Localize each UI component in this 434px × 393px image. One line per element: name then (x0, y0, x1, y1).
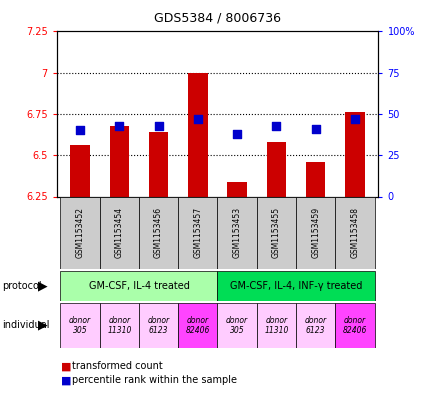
Text: GSM1153457: GSM1153457 (193, 207, 202, 259)
Text: donor
82406: donor 82406 (185, 316, 210, 335)
Point (233, 130, 240, 137)
Text: GDS5384 / 8006736: GDS5384 / 8006736 (154, 12, 280, 25)
Bar (70, 145, 90, 196)
Text: ▶: ▶ (38, 319, 47, 332)
Bar (227, 182, 247, 196)
Text: donor
6123: donor 6123 (147, 316, 169, 335)
FancyBboxPatch shape (256, 303, 295, 348)
Text: donor
82406: donor 82406 (342, 316, 366, 335)
Text: donor
11310: donor 11310 (263, 316, 288, 335)
Point (351, 116, 358, 122)
Bar (109, 125, 129, 196)
FancyBboxPatch shape (335, 303, 374, 348)
Bar (148, 132, 168, 196)
Text: donor
6123: donor 6123 (304, 316, 326, 335)
Bar (187, 73, 207, 196)
Text: donor
305: donor 305 (69, 316, 91, 335)
Text: GSM1153452: GSM1153452 (76, 208, 84, 258)
Text: donor
11310: donor 11310 (107, 316, 131, 335)
Text: percentile rank within the sample: percentile rank within the sample (72, 375, 236, 386)
Text: transformed count: transformed count (72, 361, 162, 371)
Text: GSM1153453: GSM1153453 (232, 207, 241, 259)
Point (155, 122, 162, 129)
FancyBboxPatch shape (295, 303, 335, 348)
Text: GSM1153454: GSM1153454 (115, 207, 124, 259)
Text: GSM1153456: GSM1153456 (154, 207, 163, 259)
FancyBboxPatch shape (60, 303, 99, 348)
FancyBboxPatch shape (60, 196, 99, 269)
FancyBboxPatch shape (178, 303, 217, 348)
Point (76, 127, 83, 134)
FancyBboxPatch shape (217, 303, 256, 348)
Text: individual: individual (2, 320, 49, 330)
FancyBboxPatch shape (60, 271, 217, 301)
Text: donor
305: donor 305 (226, 316, 248, 335)
FancyBboxPatch shape (99, 303, 139, 348)
Point (115, 122, 122, 129)
Text: ▶: ▶ (38, 279, 47, 292)
Text: GM-CSF, IL-4, INF-γ treated: GM-CSF, IL-4, INF-γ treated (229, 281, 362, 291)
Text: GSM1153459: GSM1153459 (310, 207, 319, 259)
Text: GSM1153455: GSM1153455 (271, 207, 280, 259)
Point (272, 122, 279, 129)
FancyBboxPatch shape (335, 196, 374, 269)
Bar (344, 112, 364, 196)
FancyBboxPatch shape (217, 196, 256, 269)
Text: ■: ■ (61, 375, 71, 386)
FancyBboxPatch shape (295, 196, 335, 269)
FancyBboxPatch shape (178, 196, 217, 269)
Bar (305, 162, 325, 196)
Point (312, 126, 319, 132)
Text: protocol: protocol (2, 281, 42, 291)
Bar (266, 142, 286, 196)
FancyBboxPatch shape (256, 196, 295, 269)
FancyBboxPatch shape (139, 196, 178, 269)
FancyBboxPatch shape (139, 303, 178, 348)
Text: ■: ■ (61, 361, 71, 371)
FancyBboxPatch shape (99, 196, 139, 269)
Point (194, 116, 201, 122)
Text: GM-CSF, IL-4 treated: GM-CSF, IL-4 treated (89, 281, 189, 291)
Text: GSM1153458: GSM1153458 (350, 208, 358, 258)
FancyBboxPatch shape (217, 271, 374, 301)
